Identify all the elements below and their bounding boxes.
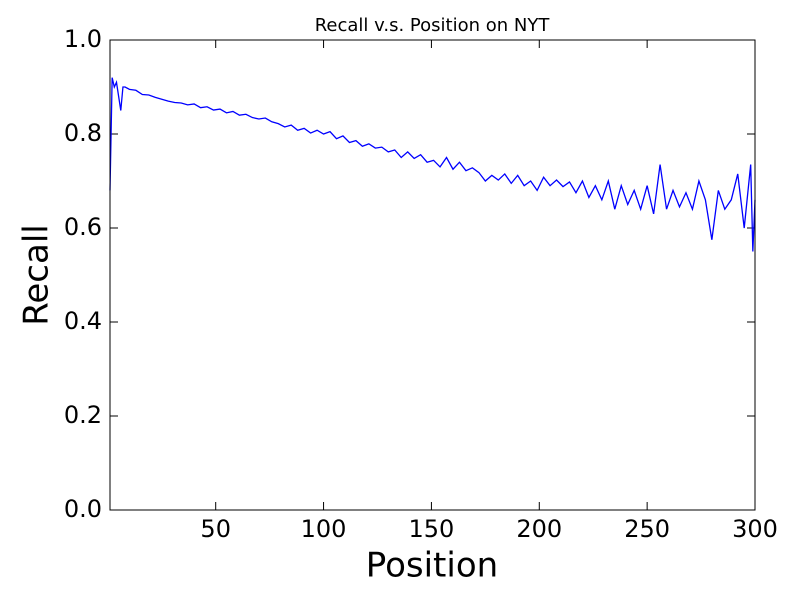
y-tick-label: 0.2 xyxy=(64,401,102,429)
y-tick-label: 0.6 xyxy=(64,213,102,241)
x-axis-label: Position xyxy=(366,546,498,586)
line xyxy=(109,77,756,252)
plot-frame xyxy=(109,39,756,511)
x-tick-label: 300 xyxy=(732,515,778,543)
y-tick-label: 0.0 xyxy=(64,495,102,523)
y-tick-label: 0.4 xyxy=(64,307,102,335)
x-tick-label: 250 xyxy=(624,515,670,543)
x-tick-label: 100 xyxy=(301,515,347,543)
x-tick-label: 50 xyxy=(200,515,231,543)
x-tick-label: 200 xyxy=(516,515,562,543)
y-tick-label: 1.0 xyxy=(64,25,102,53)
y-tick-label: 0.8 xyxy=(64,119,102,147)
chart-title: Recall v.s. Position on NYT xyxy=(315,15,551,36)
y-axis-label: Recall xyxy=(17,224,57,325)
x-tick-label: 150 xyxy=(409,515,455,543)
